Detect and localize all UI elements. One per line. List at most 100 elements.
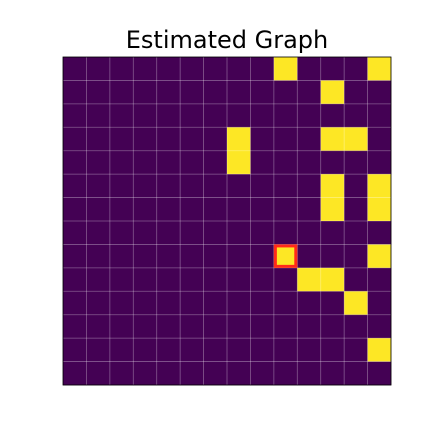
cell	[367, 361, 392, 386]
cell	[367, 80, 392, 105]
cell	[297, 267, 322, 292]
cell	[250, 314, 275, 339]
cell	[367, 338, 392, 362]
cell	[297, 221, 322, 245]
cell	[180, 80, 204, 105]
cell	[297, 103, 322, 128]
cell	[109, 57, 134, 81]
cell	[250, 197, 275, 222]
cell	[133, 291, 158, 316]
cell	[156, 197, 181, 222]
cell	[180, 314, 204, 339]
cell	[250, 361, 275, 386]
cell	[273, 103, 298, 128]
cell	[156, 291, 181, 316]
cell	[344, 80, 368, 105]
cell	[227, 361, 251, 386]
cell	[227, 174, 251, 198]
cell	[203, 80, 228, 105]
cell	[86, 57, 111, 81]
cell	[297, 197, 322, 222]
cell	[297, 80, 322, 105]
cell	[250, 127, 275, 152]
cell	[203, 267, 228, 292]
cell	[133, 244, 158, 269]
cell	[86, 221, 111, 245]
cell	[203, 197, 228, 222]
cell	[320, 338, 345, 362]
cell	[367, 221, 392, 245]
cell	[227, 291, 251, 316]
cell	[109, 244, 134, 269]
cell	[250, 244, 275, 269]
cell	[273, 244, 298, 269]
cell	[320, 103, 345, 128]
cell	[63, 197, 87, 222]
cell	[250, 338, 275, 362]
cell	[133, 267, 158, 292]
cell	[203, 314, 228, 339]
cell	[227, 267, 251, 292]
cell	[227, 57, 251, 81]
cell	[203, 244, 228, 269]
cell	[344, 267, 368, 292]
cell	[367, 244, 392, 269]
cell	[344, 174, 368, 198]
cell	[273, 197, 298, 222]
cell	[320, 291, 345, 316]
cell	[109, 127, 134, 152]
cell	[63, 150, 87, 175]
cell	[344, 361, 368, 386]
cell	[227, 221, 251, 245]
cell	[203, 291, 228, 316]
cell	[320, 361, 345, 386]
cell	[109, 338, 134, 362]
cell	[344, 103, 368, 128]
cell	[320, 80, 345, 105]
cell	[320, 174, 345, 198]
cell	[203, 103, 228, 128]
cell	[227, 244, 251, 269]
cell	[344, 57, 368, 81]
cell	[63, 174, 87, 198]
cell	[344, 197, 368, 222]
cell	[156, 80, 181, 105]
cell	[86, 314, 111, 339]
cell	[273, 361, 298, 386]
cell	[227, 338, 251, 362]
cell	[109, 291, 134, 316]
cell	[63, 267, 87, 292]
cell	[156, 57, 181, 81]
cell	[273, 267, 298, 292]
cell	[86, 338, 111, 362]
cell	[180, 221, 204, 245]
cell	[109, 197, 134, 222]
cell	[109, 80, 134, 105]
cell	[297, 314, 322, 339]
cell	[180, 361, 204, 386]
cell	[344, 314, 368, 339]
cell	[156, 244, 181, 269]
cell	[273, 150, 298, 175]
cell	[297, 57, 322, 81]
cell	[320, 267, 345, 292]
cell	[367, 314, 392, 339]
cell	[86, 361, 111, 386]
cell	[180, 103, 204, 128]
cell	[250, 80, 275, 105]
cell	[273, 314, 298, 339]
cell	[297, 338, 322, 362]
cell	[344, 291, 368, 316]
cell	[180, 57, 204, 81]
cell	[227, 80, 251, 105]
cell	[203, 361, 228, 386]
cell	[320, 221, 345, 245]
cell	[297, 244, 322, 269]
cell	[203, 150, 228, 175]
cell	[86, 103, 111, 128]
cell	[250, 291, 275, 316]
cell	[86, 127, 111, 152]
cell	[133, 338, 158, 362]
cell	[109, 314, 134, 339]
